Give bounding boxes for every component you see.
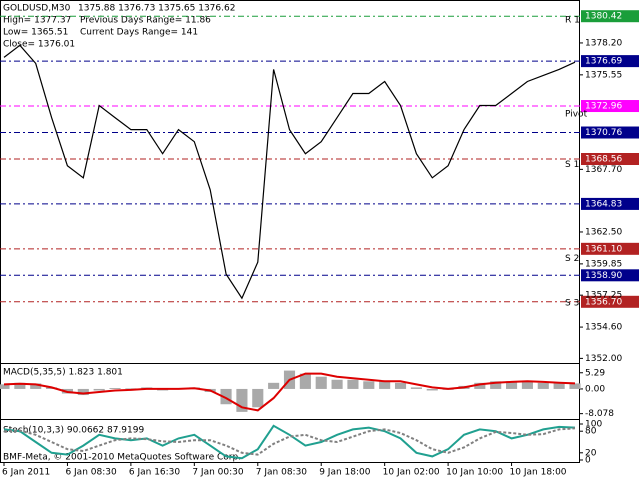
histogram-bar	[537, 382, 549, 389]
histogram-bar	[347, 379, 359, 389]
level-box	[581, 153, 639, 166]
histogram-bar	[569, 383, 581, 389]
histogram-bar	[553, 382, 565, 389]
histogram-bar	[363, 381, 375, 389]
pivot-label: S 1	[565, 160, 579, 170]
high: High= 1377.37	[3, 16, 71, 26]
level-box	[581, 10, 639, 23]
y-tick-label: 5.29	[585, 368, 605, 378]
y-tick-label: 1378.20	[585, 38, 622, 48]
histogram-bar	[0, 384, 10, 389]
ohlc: 1375.88 1376.73 1375.65 1376.62	[78, 4, 235, 14]
x-tick-label: 6 Jan 08:30	[65, 468, 117, 478]
x-tick-label: 10 Jan 18:00	[510, 468, 567, 478]
symbol: GOLDUSD,M30	[3, 4, 71, 14]
x-tick-label: 10 Jan 02:00	[383, 468, 440, 478]
copyright: BMF-Meta, © 2001-2010 MetaQuotes Softwar…	[3, 453, 241, 463]
y-tick-label: 0	[585, 456, 591, 466]
low: Low= 1365.51	[3, 28, 68, 38]
x-tick-label: 6 Jan 16:30	[129, 468, 181, 478]
series-line	[3, 424, 576, 460]
level-label: 1376.69	[585, 57, 622, 67]
level-label: 1372.96	[585, 102, 622, 112]
histogram-bar	[93, 388, 105, 391]
histogram-bar	[236, 388, 248, 412]
pivot-label: S 2	[565, 254, 579, 264]
level-label: 1364.83	[585, 199, 622, 209]
level-box	[581, 197, 639, 210]
histogram-bar	[379, 381, 391, 389]
histogram-bar	[125, 388, 137, 389]
y-tick-label: 1362.50	[585, 227, 622, 237]
level-box	[581, 100, 639, 113]
y-tick-label: 1367.70	[585, 165, 622, 175]
indicator-title: MACD(5,35,5) 1.823 1.801	[3, 368, 123, 378]
histogram-bar	[474, 382, 486, 389]
histogram-bar	[506, 381, 518, 389]
cur-range: Current Days Range= 141	[80, 28, 198, 38]
histogram-bar	[252, 388, 264, 408]
x-tick-label: 7 Jan 00:30	[192, 468, 244, 478]
level-box	[581, 242, 639, 255]
pivot-label: R 1	[565, 16, 580, 26]
histogram-bar	[30, 383, 42, 389]
level-box	[581, 126, 639, 139]
histogram-bar	[268, 382, 280, 389]
x-tick-label: 6 Jan 2011	[2, 468, 50, 478]
y-tick-label: 20	[585, 448, 597, 458]
histogram-bar	[109, 388, 121, 389]
level-label: 1368.56	[585, 155, 622, 165]
histogram-bar	[299, 373, 311, 389]
level-label: 1358.90	[585, 271, 622, 281]
series-line	[3, 372, 576, 412]
y-tick-label: 1359.85	[585, 259, 622, 269]
histogram-bar	[14, 382, 26, 389]
y-tick-label: 1357.25	[585, 291, 622, 301]
level-box	[581, 269, 639, 282]
y-tick-label: 1352.00	[585, 354, 622, 364]
histogram-bar	[410, 387, 422, 389]
level-label: 1370.76	[585, 128, 622, 138]
y-tick-label: 0.00	[585, 384, 605, 394]
level-label: 1356.70	[585, 297, 622, 307]
indicator-title: Stoch(10,3,3) 90.0662 87.9199	[3, 426, 144, 436]
prev-range: Previous Days Range= 11.86	[80, 16, 211, 26]
x-tick-label: 7 Jan 08:30	[256, 468, 308, 478]
y-tick-label: 80	[585, 427, 597, 437]
y-tick-label: 100	[585, 420, 602, 430]
pivot-label: Pivot	[565, 109, 588, 119]
x-tick-label: 10 Jan 10:00	[446, 468, 503, 478]
level-box	[581, 295, 639, 308]
pivot-label: S 3	[565, 299, 579, 309]
histogram-bar	[394, 382, 407, 389]
histogram-bar	[490, 381, 502, 389]
histogram-bar	[77, 388, 89, 396]
y-tick-label: 1375.55	[585, 70, 622, 80]
histogram-bar	[426, 388, 438, 391]
x-tick-label: 9 Jan 18:00	[319, 468, 371, 478]
histogram-bar	[331, 379, 343, 389]
histogram-bar	[521, 381, 533, 389]
series-line	[3, 44, 576, 300]
close: Close= 1376.01	[3, 40, 75, 50]
histogram-bar	[220, 388, 232, 405]
y-tick-label: 1354.60	[585, 323, 622, 333]
series-line	[3, 427, 576, 456]
level-label: 1380.42	[585, 12, 622, 22]
y-tick-label: -8.078	[585, 409, 614, 419]
frame	[0, 0, 580, 463]
level-box	[581, 55, 639, 68]
level-label: 1361.10	[585, 244, 622, 254]
histogram-bar	[315, 376, 327, 389]
